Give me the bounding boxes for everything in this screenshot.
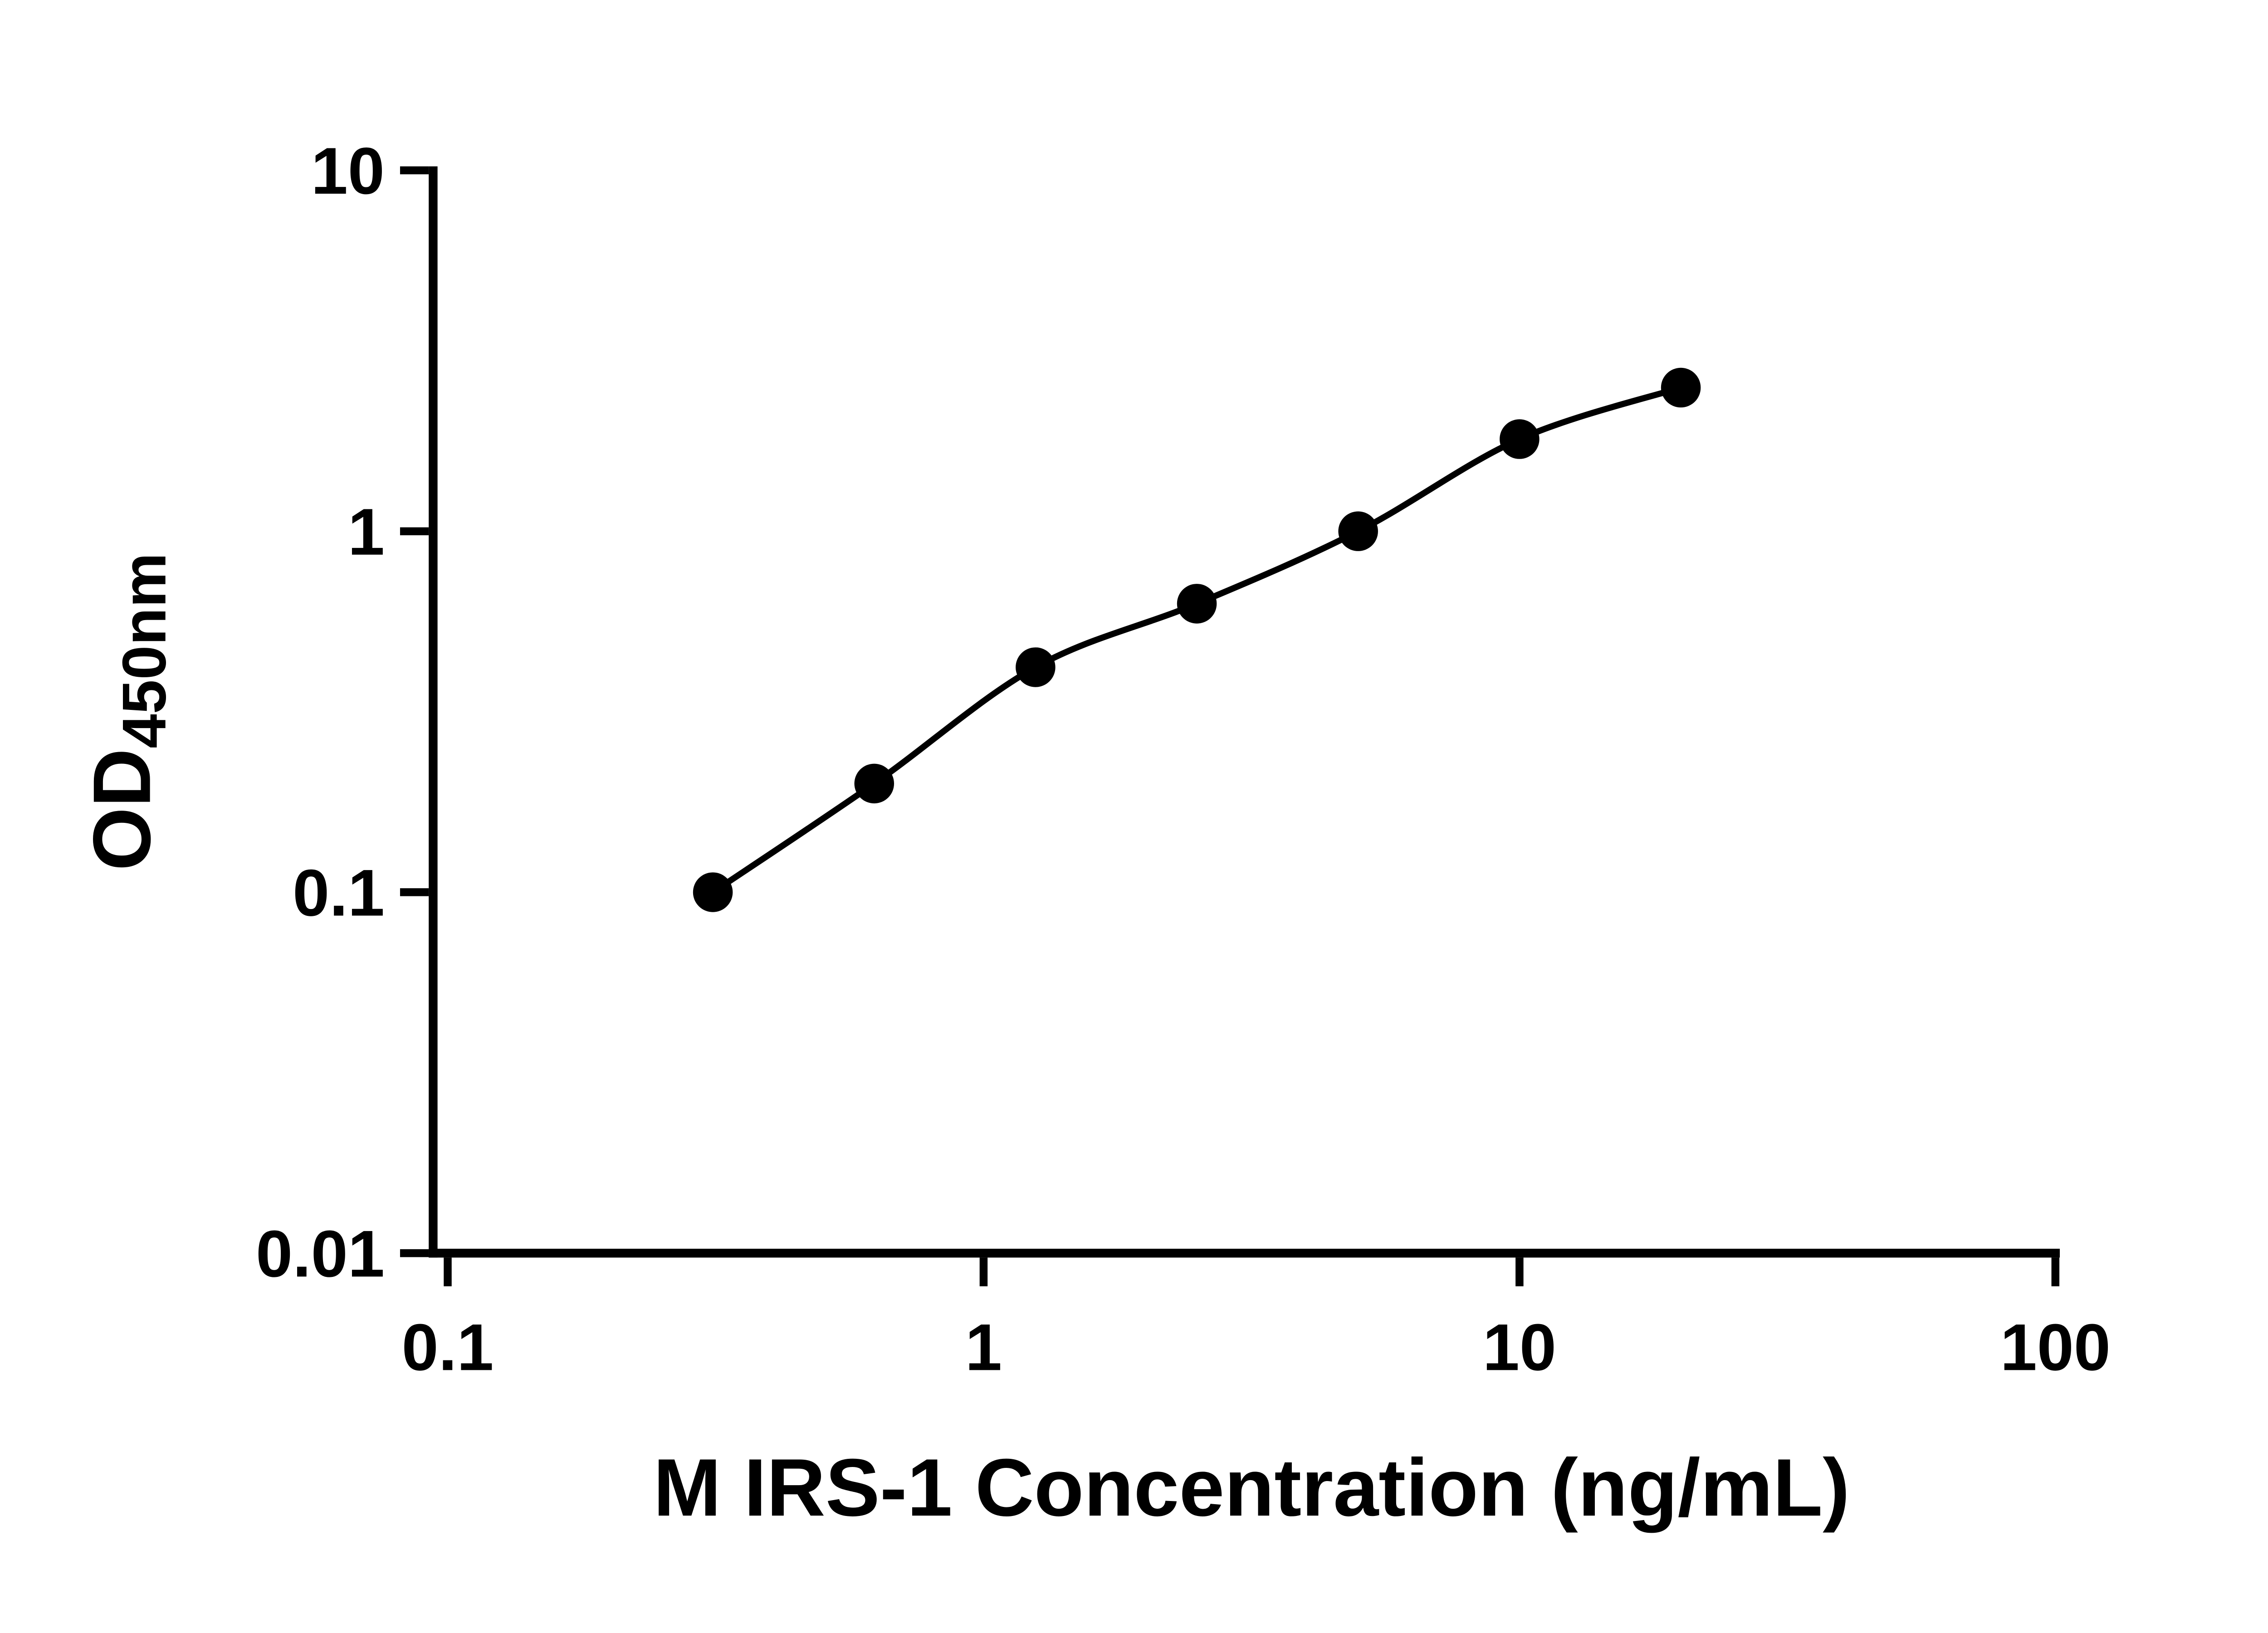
- data-point: [1338, 511, 1378, 551]
- x-tick-label: 100: [2000, 1310, 2111, 1384]
- x-tick-label: 0.1: [402, 1310, 494, 1384]
- y-tick-label: 1: [348, 495, 385, 569]
- data-point: [1500, 419, 1540, 459]
- y-tick-label: 10: [311, 134, 385, 208]
- y-axis-title: OD450nm: [77, 553, 179, 871]
- x-tick-label: 10: [1483, 1310, 1556, 1384]
- x-axis-title: M IRS-1 Concentration (ng/mL): [653, 1442, 1850, 1533]
- fit-curve: [711, 385, 1682, 895]
- data-point: [1177, 584, 1217, 624]
- data-point: [1016, 647, 1056, 687]
- data-point: [693, 872, 733, 912]
- x-tick-label: 1: [965, 1310, 1002, 1384]
- y-tick-label: 0.01: [256, 1217, 385, 1291]
- data-point: [854, 763, 894, 804]
- y-tick-label: 0.1: [293, 856, 385, 929]
- data-point: [1661, 367, 1701, 408]
